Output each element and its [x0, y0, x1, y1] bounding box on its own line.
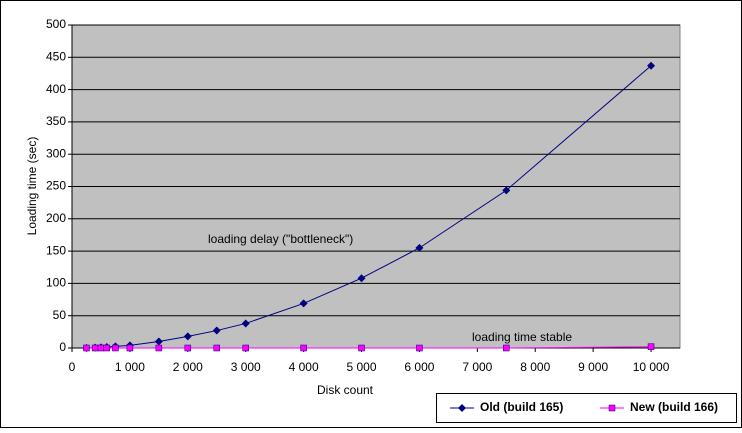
- marker: [83, 344, 90, 352]
- marker: [300, 344, 307, 352]
- x-tick-label: 9 000: [578, 360, 608, 374]
- marker: [358, 344, 365, 352]
- marker: [154, 337, 163, 346]
- x-tick-label: 4 000: [289, 360, 319, 374]
- x-tick-label: 0: [69, 360, 76, 374]
- annotation: loading delay ("bottleneck"): [208, 232, 353, 246]
- marker: [183, 332, 192, 341]
- x-tick-label: 10 000: [633, 360, 670, 374]
- marker: [213, 344, 221, 352]
- y-tick-label: 200: [46, 211, 66, 225]
- marker: [103, 344, 110, 352]
- x-tick-label: 8 000: [520, 360, 550, 374]
- marker: [126, 344, 134, 352]
- marker: [503, 344, 510, 352]
- marker: [155, 344, 163, 352]
- marker: [112, 344, 119, 352]
- marker: [91, 344, 99, 352]
- y-tick-label: 350: [46, 114, 66, 128]
- y-tick-label: 450: [46, 49, 66, 63]
- marker: [357, 274, 366, 283]
- annotation: loading time stable: [472, 330, 572, 344]
- y-tick-label: 100: [46, 276, 66, 290]
- marker: [415, 243, 424, 252]
- marker: [647, 343, 655, 350]
- y-tick-label: 150: [46, 243, 66, 257]
- y-axis-label: Loading time (sec): [25, 137, 39, 236]
- x-tick-label: 6 000: [404, 360, 434, 374]
- marker: [242, 344, 249, 352]
- marker: [241, 319, 250, 328]
- y-tick-label: 50: [53, 308, 67, 322]
- x-tick-label: 1 000: [115, 360, 145, 374]
- marker: [647, 61, 656, 70]
- legend-label: Old (build 165): [480, 400, 563, 414]
- marker: [184, 344, 192, 352]
- y-tick-label: 0: [59, 340, 66, 354]
- x-tick-label: 5 000: [347, 360, 377, 374]
- y-tick-label: 250: [46, 179, 66, 193]
- legend-label: New (build 166): [630, 400, 718, 414]
- y-tick-label: 300: [46, 146, 66, 160]
- x-tick-label: 3 000: [231, 360, 261, 374]
- x-axis-label: Disk count: [317, 383, 374, 397]
- legend-marker: [608, 404, 616, 412]
- marker: [299, 299, 308, 308]
- marker: [416, 344, 423, 352]
- legend-marker: [458, 404, 466, 412]
- marker: [212, 326, 221, 335]
- x-tick-label: 2 000: [173, 360, 203, 374]
- marker: [502, 186, 511, 195]
- legend: [436, 393, 737, 423]
- marker: [97, 344, 105, 352]
- x-tick-label: 7 000: [462, 360, 492, 374]
- y-tick-label: 400: [46, 82, 66, 96]
- y-tick-label: 500: [46, 17, 66, 31]
